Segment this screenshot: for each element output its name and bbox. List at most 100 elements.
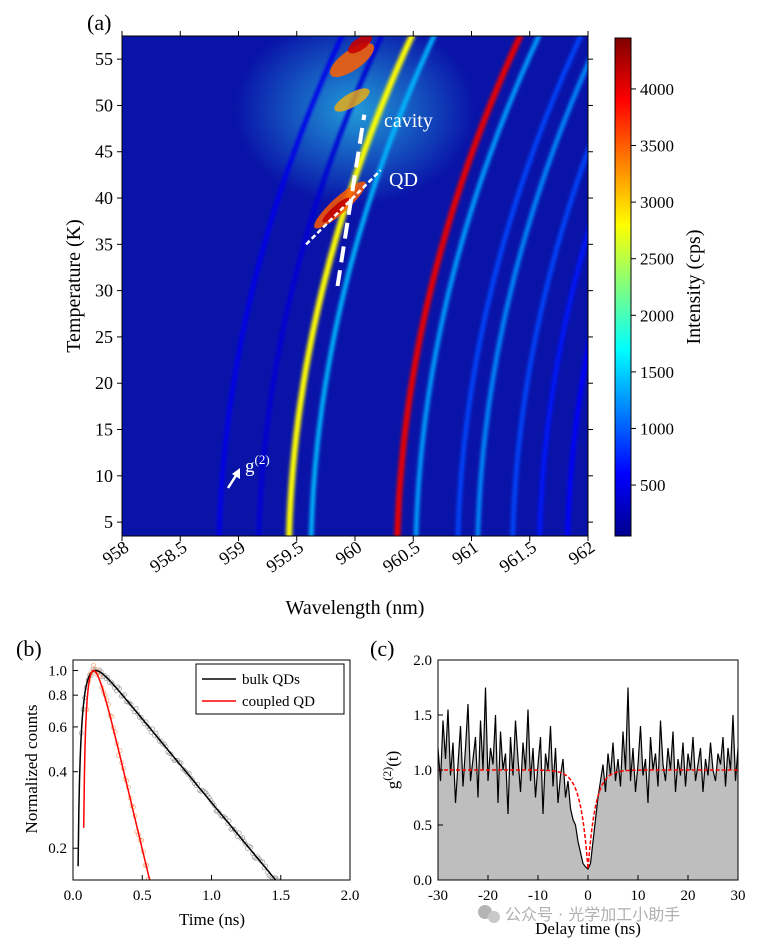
colorbar-tick-label: 3000 bbox=[640, 193, 674, 212]
y-tick-label: 50 bbox=[95, 95, 113, 115]
y-tick-label: 20 bbox=[95, 373, 113, 393]
qd-dashed-line bbox=[305, 169, 382, 246]
panel-b: (b) 0.0 0.5 1.0 1.5 2.0 0.2 0.4 0.6 0.8 1.0 Time… bbox=[16, 636, 359, 929]
y-tick-label: 55 bbox=[95, 49, 113, 69]
y-tick-label: 10 bbox=[95, 466, 113, 486]
panel-c-label: (c) bbox=[370, 636, 394, 661]
x-tick-label: 2.0 bbox=[341, 888, 360, 904]
emission-line bbox=[475, 58, 588, 536]
colorbar-tick-label: 2500 bbox=[640, 250, 674, 269]
x-tick-label: 30 bbox=[731, 888, 746, 904]
panel-a: (a) cavity QD g(2) 958 958.5 959 959.5 960 96 bbox=[63, 10, 705, 619]
emission-line bbox=[537, 224, 588, 536]
y-axis: 5 10 15 20 25 30 35 40 45 50 55 bbox=[95, 49, 593, 532]
y-tick-label: 0.0 bbox=[413, 873, 432, 889]
colorbar-tick-label: 1500 bbox=[640, 363, 674, 382]
colorbar-tick-label: 2000 bbox=[640, 306, 674, 325]
y-tick-label: 30 bbox=[95, 281, 113, 301]
colorbar-label: Intensity (cps) bbox=[683, 230, 705, 345]
colorbar-ticks: 500 1000 1500 2000 2500 3000 3500 4000 bbox=[631, 80, 674, 495]
colorbar-tick-label: 4000 bbox=[640, 80, 674, 99]
watermark-text: 公众号 · 光学加工小助手 bbox=[505, 905, 680, 924]
x-tick-label: 962 bbox=[565, 537, 599, 569]
y-tick-label: 15 bbox=[95, 420, 113, 440]
g2-arrow-head bbox=[232, 468, 240, 479]
panel-b-x-axis: 0.0 0.5 1.0 1.5 2.0 bbox=[64, 875, 360, 904]
x-tick-label: 0 bbox=[584, 888, 592, 904]
qd-annotation: QD bbox=[389, 169, 418, 191]
g2-annotation: g(2) bbox=[245, 452, 270, 477]
emission-line bbox=[455, 36, 584, 536]
bulk-marker bbox=[243, 841, 249, 847]
panel-b-plot bbox=[77, 662, 280, 888]
panel-a-label: (a) bbox=[87, 10, 111, 35]
y-tick-label: 40 bbox=[95, 188, 113, 208]
panel-c-y-label: g(2)(t) bbox=[380, 751, 402, 790]
emission-line bbox=[565, 336, 588, 536]
x-tick-label: 10 bbox=[631, 888, 646, 904]
x-axis-label: Wavelength (nm) bbox=[286, 597, 425, 619]
hotspot-55k bbox=[329, 42, 375, 78]
anticrossing-hotspots bbox=[314, 36, 375, 229]
emission-line bbox=[256, 36, 384, 536]
x-tick-label: 958.5 bbox=[146, 537, 191, 577]
y-tick-label: 0.8 bbox=[48, 688, 67, 704]
x-tick-label: 959.5 bbox=[262, 537, 307, 577]
hotspot-50k bbox=[334, 88, 370, 112]
y-tick-label: 1.5 bbox=[413, 708, 432, 724]
g2-data-fill bbox=[438, 687, 738, 880]
y-tick-label: 2.0 bbox=[413, 653, 432, 669]
series-bulk-qds-line bbox=[77, 669, 277, 880]
coupled-marker bbox=[148, 884, 152, 888]
bulk-marker bbox=[168, 751, 174, 757]
panel-c-plot bbox=[438, 687, 738, 880]
x-tick-label: 960 bbox=[332, 537, 366, 569]
emission-line bbox=[286, 36, 415, 536]
y-tick-label: 0.5 bbox=[413, 818, 432, 834]
y-tick-label: 5 bbox=[104, 512, 113, 532]
x-tick-label: 961 bbox=[448, 537, 482, 569]
y-tick-label: 25 bbox=[95, 327, 113, 347]
colorbar-tick-label: 3500 bbox=[640, 137, 674, 156]
x-tick-label: -30 bbox=[428, 888, 448, 904]
panel-b-x-label: Time (ns) bbox=[179, 910, 245, 929]
y-tick-label: 45 bbox=[95, 142, 113, 162]
emission-lines bbox=[216, 36, 588, 536]
emission-line bbox=[216, 36, 345, 536]
panel-c-x-axis: -30 -20 -10 0 10 20 30 bbox=[428, 875, 746, 904]
bulk-marker bbox=[110, 681, 116, 687]
x-tick-label: 0.0 bbox=[64, 888, 83, 904]
y-tick-label: 0.6 bbox=[48, 720, 67, 736]
panel-b-legend: bulk QDs coupled QD bbox=[195, 663, 345, 715]
bulk-marker bbox=[182, 767, 187, 773]
emission-line bbox=[308, 36, 437, 536]
x-tick-label: 960.5 bbox=[379, 537, 424, 577]
colorbar-tick-label: 1000 bbox=[640, 419, 674, 438]
cavity-dashed-line bbox=[335, 114, 367, 287]
x-tick-label: 20 bbox=[681, 888, 696, 904]
legend-box bbox=[195, 663, 345, 715]
watermark: 公众号 · 光学加工小助手 bbox=[478, 905, 680, 924]
series-coupled-qd-line bbox=[82, 669, 151, 880]
y-tick-label: 0.4 bbox=[48, 765, 67, 781]
x-tick-label: 1.0 bbox=[202, 888, 221, 904]
emission-line bbox=[510, 144, 588, 536]
y-tick-label: 1.0 bbox=[48, 664, 67, 680]
bulk-marker bbox=[173, 757, 179, 763]
panel-c-y-axis: 0.0 0.5 1.0 1.5 2.0 bbox=[413, 653, 443, 889]
panel-b-y-axis: 0.2 0.4 0.6 0.8 1.0 bbox=[48, 664, 78, 857]
x-tick-label: -20 bbox=[478, 888, 498, 904]
colorbar bbox=[614, 37, 632, 537]
panel-b-y-label: Normalized counts bbox=[22, 705, 41, 834]
colorbar-tick-label: 500 bbox=[640, 476, 666, 495]
g2-data-line bbox=[438, 687, 738, 870]
bulk-marker bbox=[160, 741, 166, 747]
y-axis-label: Temperature (K) bbox=[63, 219, 85, 353]
emission-line bbox=[394, 36, 524, 536]
hotspot-39k bbox=[322, 197, 350, 223]
legend-label-coupled: coupled QD bbox=[242, 694, 315, 710]
panel-c-x-label: Delay time (ns) bbox=[535, 919, 641, 938]
bulk-marker bbox=[211, 803, 217, 808]
x-tick-label: 961.5 bbox=[495, 537, 540, 577]
